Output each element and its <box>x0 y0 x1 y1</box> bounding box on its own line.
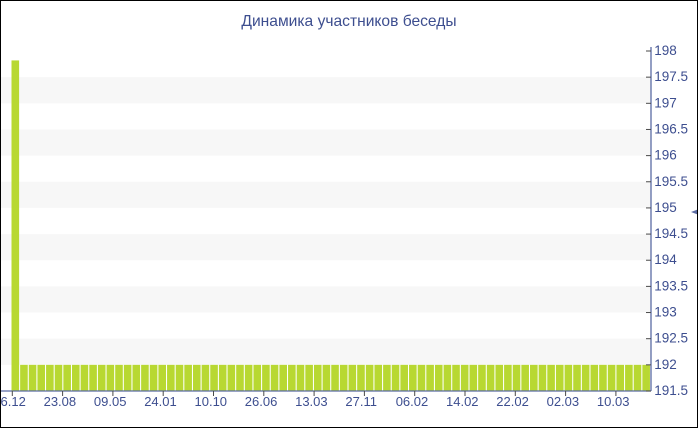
svg-text:10.03: 10.03 <box>597 394 630 409</box>
svg-text:10.10: 10.10 <box>195 394 228 409</box>
svg-text:09.05: 09.05 <box>94 394 127 409</box>
svg-text:193.5: 193.5 <box>654 278 688 293</box>
svg-text:192.5: 192.5 <box>654 331 688 346</box>
svg-text:27.11: 27.11 <box>345 394 377 409</box>
svg-text:194.5: 194.5 <box>654 226 688 241</box>
svg-text:24.01: 24.01 <box>144 394 177 409</box>
svg-text:13.03: 13.03 <box>295 394 328 409</box>
svg-text:193: 193 <box>654 305 677 320</box>
svg-text:26.06: 26.06 <box>245 394 278 409</box>
svg-text:196: 196 <box>654 148 677 163</box>
svg-text:06.02: 06.02 <box>396 394 429 409</box>
svg-text:192: 192 <box>654 357 677 372</box>
svg-text:196.5: 196.5 <box>654 121 688 136</box>
svg-text:23.08: 23.08 <box>44 394 77 409</box>
svg-text:14.02: 14.02 <box>446 394 479 409</box>
svg-text:197: 197 <box>654 95 677 110</box>
svg-text:194: 194 <box>654 252 677 267</box>
svg-text:198: 198 <box>654 43 677 58</box>
svg-text:06.12: 06.12 <box>1 394 26 409</box>
svg-text:195: 195 <box>654 200 677 215</box>
svg-text:195.5: 195.5 <box>654 174 688 189</box>
svg-text:191.5: 191.5 <box>654 383 688 398</box>
svg-text:02.03: 02.03 <box>547 394 580 409</box>
svg-text:22.02: 22.02 <box>496 394 529 409</box>
svg-text:197.5: 197.5 <box>654 69 688 84</box>
